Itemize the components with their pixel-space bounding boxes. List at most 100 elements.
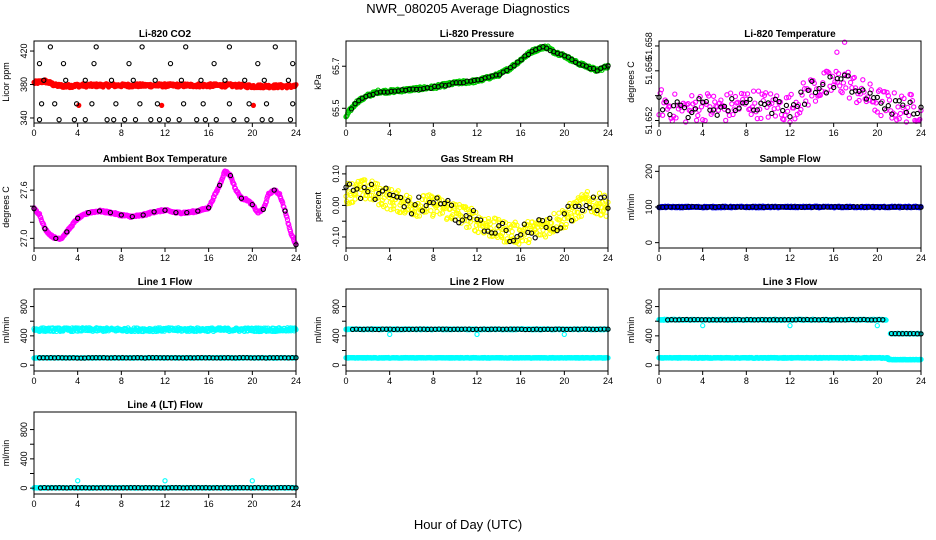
y-tick-label: 400 [19, 328, 29, 343]
data-point [148, 117, 154, 123]
data-point [387, 331, 393, 338]
data-point [202, 117, 209, 123]
data-point [413, 86, 420, 93]
data-point [410, 86, 416, 92]
data-point [194, 117, 200, 123]
data-point [692, 106, 699, 112]
page-title: NWR_080205 Average Diagnostics [366, 1, 570, 16]
x-tick-label: 8 [119, 128, 124, 138]
y-tick-label: 420 [19, 44, 29, 59]
y-tick-label: 65.7 [331, 57, 341, 75]
data-point [758, 115, 764, 122]
series-raw-low [343, 354, 611, 361]
y-tick-label: 800 [331, 299, 341, 314]
data-point [891, 90, 897, 96]
data-point [881, 88, 888, 95]
x-tick-label: 16 [516, 253, 526, 263]
x-tick-label: 20 [247, 128, 257, 138]
data-point [678, 102, 684, 108]
x-tick-label: 8 [119, 253, 124, 263]
data-point [167, 60, 174, 67]
data-point [255, 60, 261, 67]
data-point [834, 79, 840, 85]
data-point [211, 60, 217, 67]
data-point [285, 77, 292, 83]
data-point [715, 107, 722, 113]
x-tick-label: 24 [291, 253, 301, 263]
data-point [839, 89, 845, 96]
data-point [757, 106, 763, 112]
data-point [750, 88, 757, 94]
data-point [659, 107, 666, 113]
y-axis-label: ml/min [626, 194, 636, 221]
data-point [108, 77, 115, 83]
x-tick-label: 16 [829, 253, 839, 263]
data-point [903, 119, 910, 125]
data-point [52, 101, 58, 107]
x-tick-label: 24 [291, 128, 301, 138]
data-point [761, 92, 768, 99]
x-tick-label: 8 [744, 253, 749, 263]
x-tick-label: 8 [119, 376, 124, 386]
data-point [741, 91, 747, 97]
data-point [91, 60, 97, 67]
x-tick-label: 24 [916, 253, 926, 263]
series-raw-high [31, 325, 299, 335]
data-point [672, 91, 678, 97]
data-point [471, 77, 477, 84]
chart-title: Li-820 CO2 [139, 29, 192, 40]
data-point [714, 112, 720, 118]
data-point [674, 99, 680, 105]
data-point [900, 102, 906, 108]
data-point [841, 39, 848, 45]
data-point [89, 101, 95, 107]
data-point [737, 100, 743, 106]
data-point [729, 96, 735, 102]
x-tick-label: 20 [559, 376, 569, 386]
data-point [834, 49, 840, 55]
data-point [834, 75, 840, 82]
data-point [698, 104, 705, 110]
data-point [156, 117, 163, 123]
data-point [752, 100, 758, 106]
data-point [905, 104, 911, 111]
y-tick-label: 380 [19, 77, 29, 92]
data-point [845, 69, 851, 75]
data-point [823, 90, 830, 96]
data-point [881, 106, 888, 112]
data-point [152, 77, 158, 83]
x-tick-label: 4 [700, 128, 705, 138]
data-point [812, 98, 819, 104]
y-tick-label: 200 [644, 164, 654, 179]
data-point [290, 60, 296, 67]
data-point [770, 97, 776, 103]
data-point [388, 88, 394, 94]
data-point [348, 106, 355, 112]
data-point [772, 96, 779, 102]
y-tick-label: -0.10 [331, 227, 341, 248]
data-point [831, 82, 837, 88]
data-point [725, 108, 731, 114]
y-tick-label: 0.10 [331, 165, 341, 183]
data-point [754, 107, 760, 113]
data-point [837, 83, 843, 89]
data-point [693, 117, 700, 123]
x-tick-label: 8 [744, 128, 749, 138]
data-point [60, 60, 67, 67]
data-point [180, 101, 187, 107]
data-point [56, 117, 62, 123]
data-point [685, 114, 691, 121]
y-axis-label: percent [313, 191, 323, 222]
data-point [226, 101, 233, 107]
x-tick-label: 12 [472, 253, 482, 263]
data-point [792, 116, 798, 122]
x-tick-label: 4 [75, 128, 80, 138]
data-point [213, 117, 219, 123]
data-point [749, 104, 756, 110]
data-point [805, 87, 811, 93]
x-tick-label: 16 [204, 376, 214, 386]
data-point [259, 117, 265, 123]
